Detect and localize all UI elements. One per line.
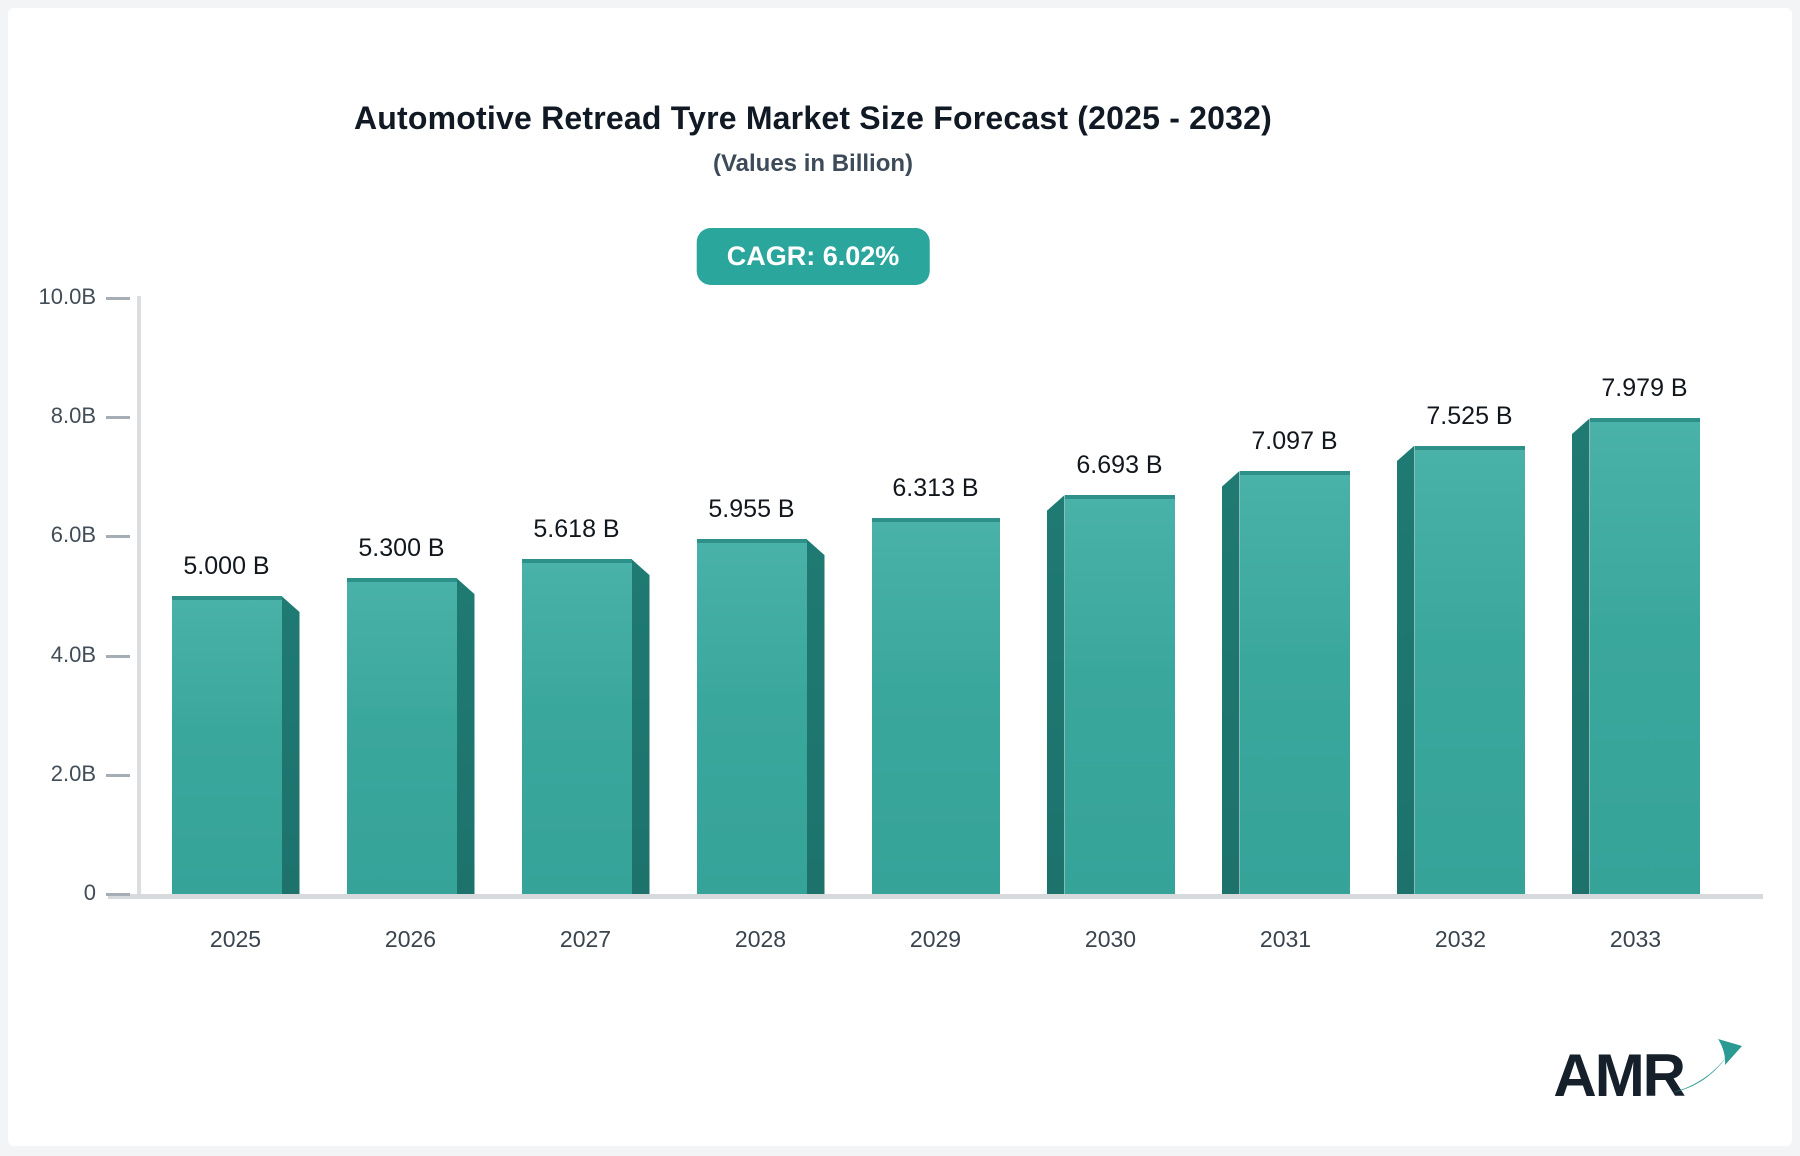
bar bbox=[346, 578, 475, 894]
y-tick-mark bbox=[106, 416, 130, 420]
bar-value-label: 7.525 B bbox=[1426, 401, 1513, 430]
y-tick-label: 4.0B bbox=[50, 641, 96, 667]
bar-top-edge bbox=[171, 596, 282, 600]
bar-value-label: 5.955 B bbox=[708, 495, 795, 524]
bar-front-face bbox=[521, 559, 632, 894]
bar-side-face bbox=[456, 578, 475, 894]
y-tick-mark bbox=[106, 535, 130, 539]
bar-value-label: 7.097 B bbox=[1251, 427, 1338, 456]
y-tick-mark bbox=[106, 893, 130, 896]
cagr-badge: CAGR: 6.02% bbox=[696, 228, 930, 285]
bar-value-label: 5.000 B bbox=[183, 552, 270, 580]
bar-top-edge bbox=[696, 539, 807, 544]
bar-side-face bbox=[1396, 445, 1415, 894]
bar-front-face bbox=[1414, 445, 1525, 894]
chart-card: Automotive Retread Tyre Market Size Fore… bbox=[8, 8, 1792, 1146]
y-tick-label: 6.0B bbox=[50, 522, 96, 548]
chart-title: Automotive Retread Tyre Market Size Fore… bbox=[353, 100, 1273, 136]
bar-front-face bbox=[696, 539, 807, 894]
bar-chart: 0 2.0B 4.0B 6.0B 8.0B 10.0B 5.000 B 2025 5.300 B… bbox=[8, 8, 1792, 1146]
bar-top-edge bbox=[1589, 418, 1700, 423]
x-tick-label: 2025 bbox=[209, 926, 262, 952]
bar-front-face bbox=[171, 596, 282, 894]
x-tick-label: 2026 bbox=[384, 926, 437, 952]
bar-value-label: 5.618 B bbox=[533, 515, 620, 544]
x-tick-label: 2030 bbox=[1084, 926, 1137, 952]
bar bbox=[871, 517, 1000, 894]
bar-side-face bbox=[631, 559, 650, 894]
bar bbox=[1221, 471, 1350, 894]
y-tick-label: 2.0B bbox=[50, 760, 96, 786]
bar-top-edge bbox=[1414, 445, 1525, 450]
bar-top-edge bbox=[1239, 471, 1350, 476]
chart-subtitle: (Values in Billion) bbox=[712, 150, 914, 177]
y-tick-label: 0 bbox=[83, 880, 96, 905]
bar-side-face bbox=[1046, 495, 1065, 894]
bar bbox=[521, 559, 650, 894]
bar-value-label: 7.979 B bbox=[1601, 374, 1688, 403]
x-tick-label: 2031 bbox=[1259, 926, 1312, 952]
y-tick-mark bbox=[106, 654, 130, 658]
bar-top-edge bbox=[521, 559, 632, 564]
bar-side-face bbox=[1221, 471, 1240, 894]
x-axis-line bbox=[108, 894, 1763, 899]
bar-top-edge bbox=[1064, 495, 1175, 500]
bar-top-edge bbox=[871, 517, 1000, 522]
bar-value-label: 5.300 B bbox=[358, 534, 445, 563]
x-tick-label: 2033 bbox=[1609, 926, 1662, 952]
bar-top-edge bbox=[346, 578, 457, 583]
bar-side-face bbox=[281, 596, 300, 894]
bar bbox=[1396, 445, 1525, 894]
y-tick-label: 10.0B bbox=[38, 284, 97, 309]
bar bbox=[171, 596, 300, 894]
bar-front-face bbox=[346, 578, 457, 894]
bar bbox=[1046, 495, 1175, 894]
bar-front-face bbox=[871, 517, 1000, 894]
bar bbox=[1571, 418, 1700, 894]
amr-logo-text: AMR bbox=[1553, 1042, 1686, 1109]
bar-front-face bbox=[1064, 495, 1175, 894]
bar-front-face bbox=[1239, 471, 1350, 894]
bar bbox=[696, 539, 825, 894]
y-tick-label: 8.0B bbox=[50, 403, 96, 429]
bar-side-face bbox=[1571, 418, 1590, 894]
bar-side-face bbox=[806, 539, 825, 894]
x-tick-label: 2032 bbox=[1434, 926, 1487, 952]
y-axis-line bbox=[137, 296, 141, 899]
amr-logo-arrow-icon bbox=[1670, 1038, 1742, 1093]
amr-logo: AMR bbox=[1553, 1038, 1746, 1110]
bar-value-label: 6.693 B bbox=[1076, 451, 1163, 480]
y-tick-mark bbox=[106, 297, 130, 300]
x-tick-label: 2027 bbox=[559, 926, 612, 952]
y-tick-mark bbox=[106, 773, 130, 777]
x-tick-label: 2028 bbox=[734, 926, 787, 952]
x-tick-label: 2029 bbox=[909, 926, 962, 952]
bar-front-face bbox=[1589, 418, 1700, 894]
bar-value-label: 6.313 B bbox=[892, 473, 979, 502]
